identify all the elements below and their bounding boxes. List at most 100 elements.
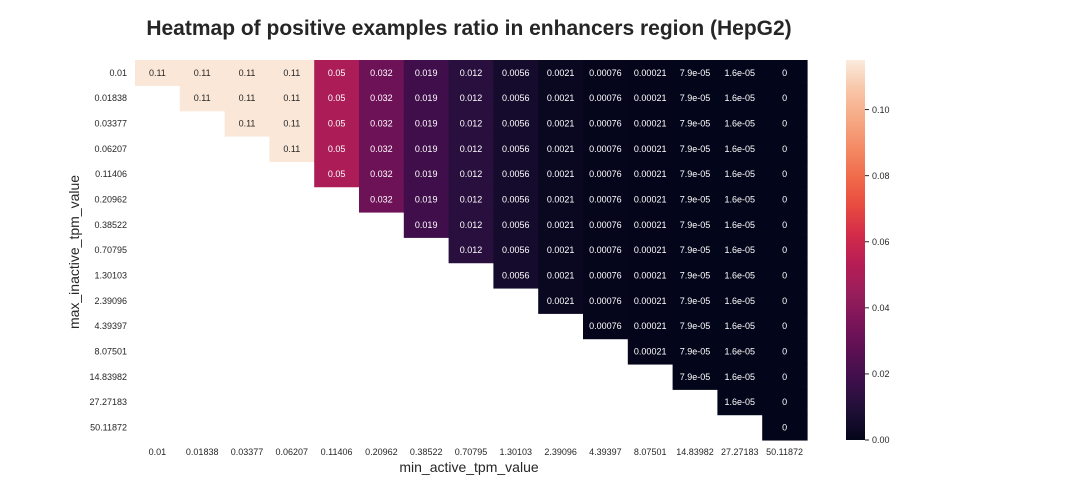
- heatmap-cell: [762, 211, 808, 238]
- heatmap-cell: [269, 60, 315, 86]
- cell-value-label: 0.012: [460, 169, 483, 179]
- heatmap-cells: 0.11 0.11 0.11 0.11 0.05 0.032 0.019 0.012 0.005…: [135, 60, 808, 441]
- cell-value-label: 0: [782, 321, 787, 331]
- cell-value-label: 0.0021: [547, 271, 575, 281]
- heatmap-cell: [538, 237, 584, 264]
- cell-value-label: 0.00076: [589, 271, 622, 281]
- cell-value-label: 7.9e-05: [680, 321, 711, 331]
- cell-value-label: 0: [782, 397, 787, 407]
- x-tick-label: 8.07501: [634, 447, 667, 457]
- heatmap-cell: [403, 135, 450, 162]
- x-tick-label: 50.11872: [766, 447, 803, 457]
- heatmap-cell: [493, 262, 539, 289]
- cell-value-label: 1.6e-05: [725, 346, 756, 356]
- x-tick-label: 1.30103: [500, 447, 533, 457]
- heatmap-cell: [762, 186, 808, 213]
- cell-value-label: 1.6e-05: [725, 119, 756, 129]
- y-tick-label: 4.39397: [94, 321, 127, 331]
- cell-value-label: 0.019: [415, 144, 438, 154]
- heatmap-cell: [448, 135, 494, 162]
- cell-value-label: 0: [782, 296, 787, 306]
- heatmap-cell: [403, 60, 450, 86]
- heatmap-cell: [672, 338, 718, 365]
- heatmap-cell: [762, 135, 808, 162]
- cell-value-label: 0.11: [194, 93, 211, 103]
- cell-value-label: 0.012: [460, 195, 483, 205]
- cell-value-label: 0.0056: [502, 195, 530, 205]
- cell-value-label: 0.012: [460, 119, 483, 129]
- cell-value-label: 0.05: [328, 93, 346, 103]
- heatmap-cell: [493, 211, 539, 238]
- heatmap-cell: [493, 135, 539, 162]
- cell-value-label: 0: [782, 93, 787, 103]
- colorbar-tick-label: 0.04: [872, 303, 890, 313]
- heatmap-cell: [762, 313, 808, 340]
- x-tick-label: 0.03377: [231, 447, 264, 457]
- cell-value-label: 1.6e-05: [725, 245, 756, 255]
- cell-value-label: 0.00076: [589, 169, 622, 179]
- heatmap-cell: [583, 287, 629, 314]
- heatmap-cell: [583, 161, 629, 188]
- heatmap-cell: [627, 287, 674, 314]
- cell-value-label: 0.00021: [634, 220, 667, 230]
- cell-value-label: 1.6e-05: [725, 93, 756, 103]
- heatmap-cell: [672, 211, 718, 238]
- heatmap-cell: [314, 161, 360, 188]
- x-tick-label: 0.20962: [365, 447, 398, 457]
- heatmap-cell: [627, 110, 674, 137]
- heatmap-cell: [538, 135, 584, 162]
- heatmap-cell: [717, 161, 763, 188]
- cell-value-label: 0.032: [370, 68, 393, 78]
- y-tick-label: 8.07501: [94, 346, 127, 356]
- cell-value-label: 0.032: [370, 169, 393, 179]
- heatmap-cell: [717, 389, 763, 416]
- cell-value-label: 0.0021: [547, 296, 575, 306]
- y-tick-label: 27.27183: [89, 397, 127, 407]
- colorbar: [846, 60, 865, 440]
- heatmap-cell: [448, 110, 494, 137]
- heatmap-cell: [627, 313, 674, 340]
- heatmap-cell: [583, 237, 629, 264]
- heatmap-cell: [493, 85, 539, 112]
- heatmap-cell: [762, 85, 808, 112]
- heatmap-cell: [493, 186, 539, 213]
- heatmap-cell: [762, 389, 808, 416]
- cell-value-label: 0.00021: [634, 321, 667, 331]
- heatmap-cell: [717, 110, 763, 137]
- heatmap-cell: [717, 287, 763, 314]
- colorbar-tick-label: 0.00: [872, 435, 890, 445]
- heatmap-cell: [314, 60, 360, 86]
- y-tick-label: 1.30103: [94, 271, 127, 281]
- cell-value-label: 0.00076: [589, 195, 622, 205]
- heatmap-cell: [627, 237, 674, 264]
- cell-value-label: 0.05: [328, 169, 346, 179]
- cell-value-label: 0.0021: [547, 169, 575, 179]
- cell-value-label: 0.0021: [547, 93, 575, 103]
- heatmap-cell: [717, 237, 763, 264]
- chart-title: Heatmap of positive examples ratio in en…: [146, 17, 791, 40]
- cell-value-label: 1.6e-05: [725, 372, 756, 382]
- cell-value-label: 0.0056: [502, 220, 530, 230]
- heatmap-cell: [403, 110, 450, 137]
- cell-value-label: 7.9e-05: [680, 68, 711, 78]
- cell-value-label: 0.0021: [547, 220, 575, 230]
- cell-value-label: 0.00021: [634, 93, 667, 103]
- heatmap-cell: [583, 262, 629, 289]
- cell-value-label: 0.00021: [634, 68, 667, 78]
- cell-value-label: 0.032: [370, 195, 393, 205]
- heatmap-cell: [627, 211, 674, 238]
- cell-value-label: 0.032: [370, 119, 393, 129]
- heatmap-cell: [448, 60, 494, 86]
- cell-value-label: 0.00021: [634, 245, 667, 255]
- heatmap-cell: [493, 161, 539, 188]
- cell-value-label: 0.11: [239, 68, 256, 78]
- cell-value-label: 0: [782, 220, 787, 230]
- cell-value-label: 0.00076: [589, 220, 622, 230]
- y-axis-ticks: 0.01 0.01838 0.03377 0.06207 0.11406 0.20962 0…: [89, 68, 127, 433]
- cell-value-label: 0.032: [370, 93, 393, 103]
- cell-value-label: 0.05: [328, 119, 346, 129]
- heatmap-cell: [762, 60, 808, 86]
- heatmap-cell: [359, 135, 405, 162]
- cell-value-label: 0.00021: [634, 169, 667, 179]
- cell-value-label: 0: [782, 169, 787, 179]
